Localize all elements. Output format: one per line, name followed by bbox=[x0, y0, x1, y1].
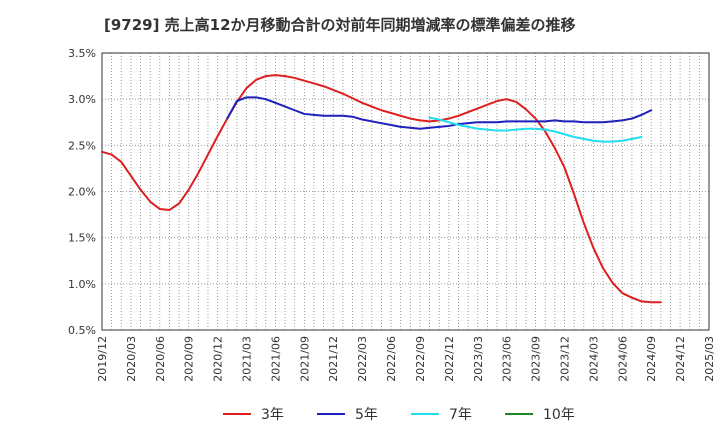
x-tick-label: 2020/06 bbox=[154, 336, 167, 382]
x-tick-label: 2020/03 bbox=[125, 336, 138, 382]
x-tick-label: 2020/12 bbox=[212, 336, 225, 382]
y-tick-label: 0.5% bbox=[68, 324, 96, 337]
x-tick-label: 2022/09 bbox=[414, 336, 427, 382]
x-tick-label: 2019/12 bbox=[96, 336, 109, 382]
series-line-1 bbox=[101, 74, 662, 304]
x-tick-label: 2023/06 bbox=[501, 336, 514, 382]
x-tick-label: 2022/03 bbox=[356, 336, 369, 382]
x-tick-label: 2020/09 bbox=[183, 336, 196, 382]
x-tick-label: 2023/12 bbox=[558, 336, 571, 382]
x-tick-label: 2024/09 bbox=[645, 336, 658, 382]
y-tick-label: 1.0% bbox=[68, 278, 96, 291]
x-tick-label: 2024/06 bbox=[616, 336, 629, 382]
x-tick-label: 2021/12 bbox=[327, 336, 340, 382]
x-tick-label: 2021/09 bbox=[298, 336, 311, 382]
plot-frame bbox=[101, 52, 710, 331]
x-tick-label: 2025/03 bbox=[703, 336, 716, 382]
legend-label-1: 3年 bbox=[261, 407, 284, 423]
x-tick-label: 2021/03 bbox=[241, 336, 254, 382]
y-tick-label: 2.0% bbox=[68, 186, 96, 199]
chart-title: [9729] 売上高12か月移動合計の対前年同期増減率の標準偏差の推移 bbox=[104, 16, 576, 34]
x-tick-label: 2021/06 bbox=[269, 336, 282, 382]
x-tick-label: 2022/12 bbox=[443, 336, 456, 382]
legend-label-4: 10年 bbox=[543, 407, 575, 423]
x-tick-label: 2023/03 bbox=[472, 336, 485, 382]
y-tick-label: 2.5% bbox=[68, 139, 96, 152]
series-line-3 bbox=[428, 116, 643, 143]
legend-label-2: 5年 bbox=[355, 407, 378, 423]
x-tick-label: 2024/03 bbox=[587, 336, 600, 382]
series-line-2 bbox=[226, 96, 653, 130]
y-tick-label: 3.5% bbox=[68, 47, 96, 60]
y-tick-label: 1.5% bbox=[68, 232, 96, 245]
x-tick-label: 2022/06 bbox=[385, 336, 398, 382]
x-tick-label: 2024/12 bbox=[674, 336, 687, 382]
legend-label-3: 7年 bbox=[449, 407, 472, 423]
y-tick-label: 3.0% bbox=[68, 93, 96, 106]
x-tick-label: 2023/09 bbox=[530, 336, 543, 382]
